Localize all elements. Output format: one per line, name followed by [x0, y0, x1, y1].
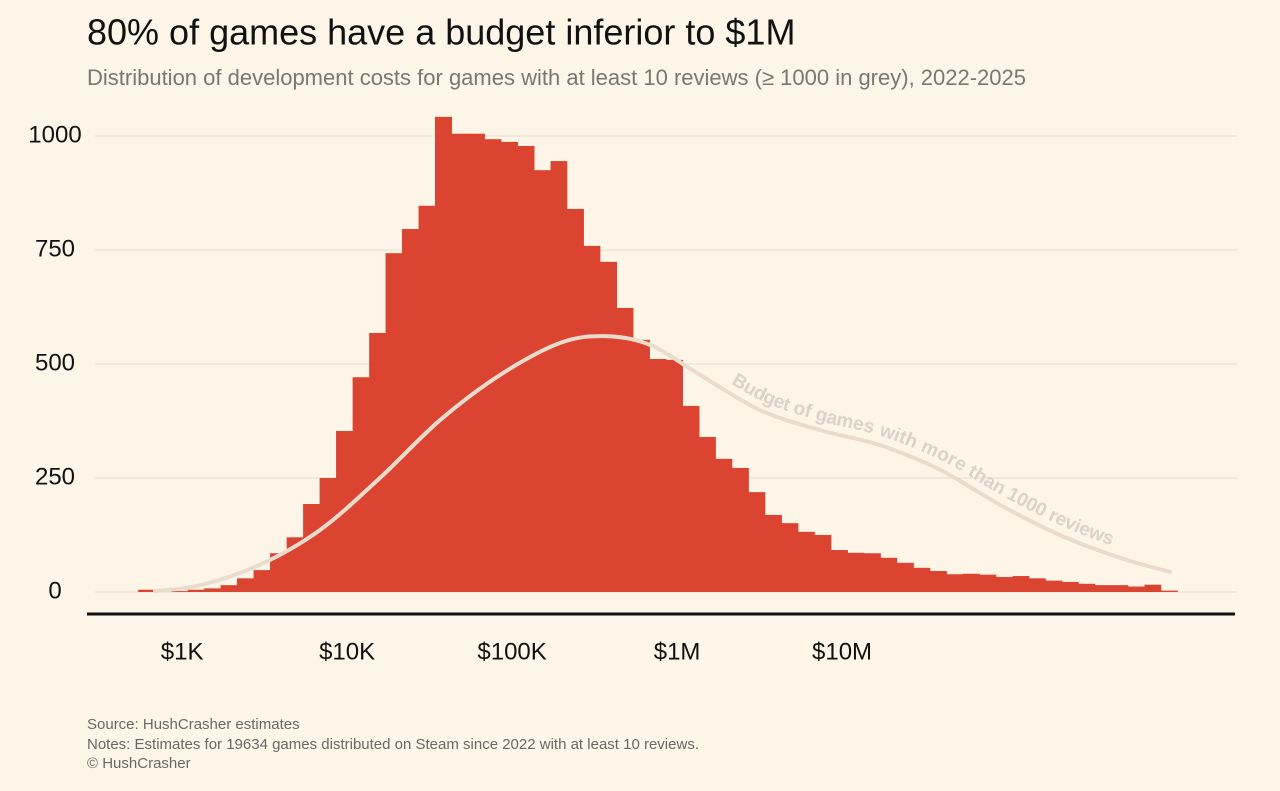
- bar: [830, 550, 848, 592]
- bar: [517, 146, 535, 592]
- bar: [236, 578, 254, 592]
- bar: [649, 358, 667, 592]
- x-tick-label: $1K: [161, 638, 204, 665]
- bar: [550, 161, 568, 592]
- chart-title: 80% of games have a budget inferior to $…: [87, 12, 795, 53]
- bar: [270, 553, 288, 592]
- bar: [204, 588, 221, 592]
- y-tick-label: 1000: [28, 121, 81, 148]
- overlay-line: [153, 334, 1173, 594]
- y-tick-label: 500: [35, 349, 75, 376]
- bar: [319, 477, 337, 592]
- bar: [748, 492, 766, 592]
- bar: [484, 139, 502, 592]
- bar: [352, 377, 370, 592]
- bar: [138, 589, 156, 592]
- bar: [566, 208, 584, 592]
- bar: [1127, 586, 1145, 592]
- bar: [187, 589, 205, 592]
- bar: [764, 514, 782, 592]
- bar: [929, 571, 947, 592]
- bar: [864, 553, 881, 592]
- copyright: © HushCrasher: [87, 755, 191, 772]
- y-tick-label: 750: [35, 235, 75, 262]
- bar: [1144, 584, 1162, 592]
- x-tick-label: $10K: [319, 638, 375, 665]
- bar: [962, 573, 980, 592]
- notes: Notes: Estimates for 19634 games distrib…: [87, 736, 699, 753]
- y-tick-label: 250: [35, 463, 75, 490]
- bar: [253, 570, 271, 592]
- bar: [220, 585, 238, 592]
- bar: [1094, 585, 1112, 592]
- bar: [946, 574, 964, 592]
- bar: [616, 307, 634, 592]
- bar: [1045, 580, 1063, 592]
- bar: [418, 205, 436, 592]
- bar: [1029, 578, 1046, 592]
- bar: [599, 261, 617, 592]
- bar: [781, 523, 799, 592]
- y-tick-label: 0: [48, 577, 61, 604]
- bar: [385, 253, 403, 592]
- bar: [401, 229, 419, 592]
- bar: [468, 133, 485, 592]
- bar: [1160, 590, 1178, 592]
- bar: [1012, 576, 1030, 592]
- bar: [699, 436, 716, 592]
- bar: [715, 458, 733, 592]
- bar: [798, 531, 815, 592]
- bar: [814, 534, 832, 592]
- bar: [534, 170, 551, 592]
- bar: [913, 567, 931, 592]
- bar: [979, 574, 997, 592]
- bar: [451, 133, 469, 592]
- bar: [583, 245, 601, 592]
- bar: [666, 359, 683, 592]
- x-tick-label: $100K: [477, 638, 546, 665]
- bar: [369, 332, 386, 592]
- bar: [847, 552, 865, 592]
- bar: [633, 339, 650, 592]
- bar: [995, 576, 1013, 592]
- source: Source: HushCrasher estimates: [87, 716, 300, 733]
- bar: [303, 503, 320, 592]
- x-tick-label: $10M: [812, 638, 872, 665]
- x-tick-label: $1M: [654, 638, 701, 665]
- bar: [896, 562, 914, 592]
- bar: [682, 405, 700, 592]
- bar: [435, 116, 453, 592]
- chart-subtitle: Distribution of development costs for ga…: [87, 65, 1026, 90]
- bar: [1061, 581, 1079, 592]
- bar: [171, 591, 189, 592]
- bar: [731, 467, 749, 592]
- bar: [1111, 585, 1129, 592]
- bar: [880, 557, 898, 592]
- bar: [1078, 583, 1096, 592]
